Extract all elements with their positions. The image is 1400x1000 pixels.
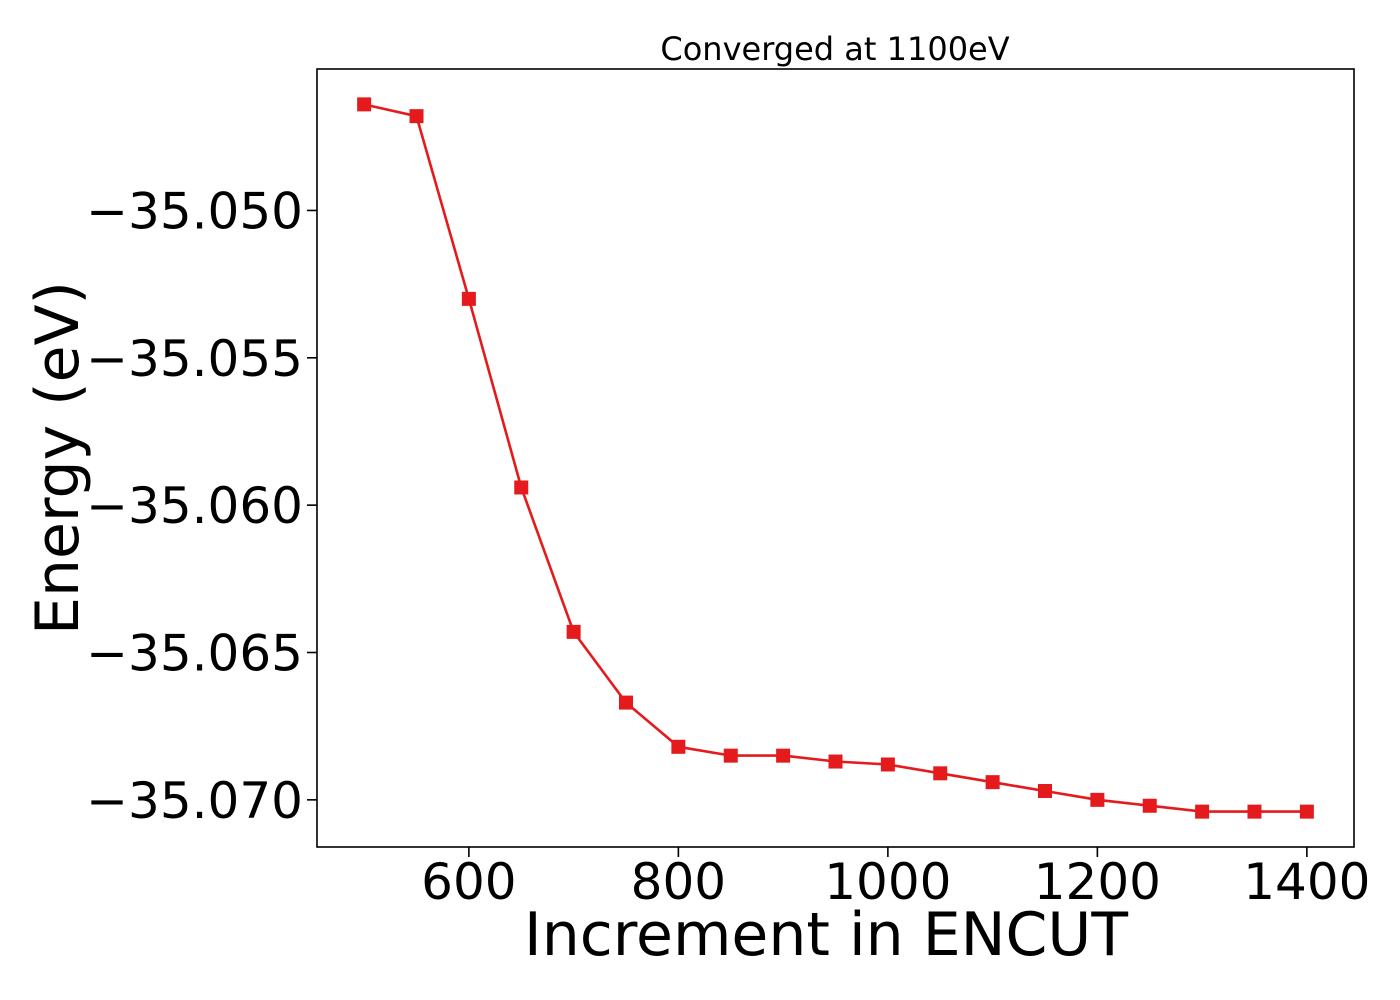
data-point — [1037, 784, 1052, 799]
data-point — [1090, 792, 1105, 807]
data-point — [985, 775, 1000, 790]
data-point — [619, 695, 634, 710]
data-point — [723, 748, 738, 763]
y-tick-label: −35.050 — [86, 182, 303, 240]
y-tick-label: −35.070 — [86, 772, 303, 830]
data-point — [933, 766, 948, 781]
data-point — [514, 480, 529, 495]
y-axis-ticks: −35.050 −35.055 −35.060 −35.065 −35.070 — [86, 182, 317, 830]
y-tick-label: −35.060 — [86, 477, 303, 535]
x-tick-label: 600 — [421, 853, 516, 911]
data-point — [1299, 804, 1314, 819]
x-tick-label: 800 — [631, 853, 726, 911]
y-tick-label: −35.065 — [86, 625, 303, 683]
chart-title: Converged at 1100eV — [660, 30, 1009, 68]
data-point — [357, 97, 372, 112]
data-point — [1142, 798, 1157, 813]
data-point — [776, 748, 791, 763]
series-layer — [357, 97, 1314, 819]
data-point — [671, 739, 686, 754]
x-axis-ticks: 600 800 1000 1200 1400 — [421, 847, 1370, 911]
data-point — [566, 624, 581, 639]
x-tick-label: 1000 — [824, 853, 951, 911]
data-point — [828, 754, 843, 769]
x-axis-label: Increment in ENCUT — [524, 900, 1128, 970]
y-axis-label: Energy (eV) — [23, 281, 93, 635]
series-line — [363, 103, 1307, 813]
data-point — [880, 757, 895, 772]
x-tick-label: 1200 — [1034, 853, 1161, 911]
plot-area-frame — [316, 68, 1355, 848]
data-point — [461, 291, 476, 306]
data-point — [409, 109, 424, 124]
x-tick-label: 1400 — [1243, 853, 1370, 911]
data-point — [1247, 804, 1262, 819]
data-point — [1195, 804, 1210, 819]
y-tick-label: −35.055 — [86, 330, 303, 388]
